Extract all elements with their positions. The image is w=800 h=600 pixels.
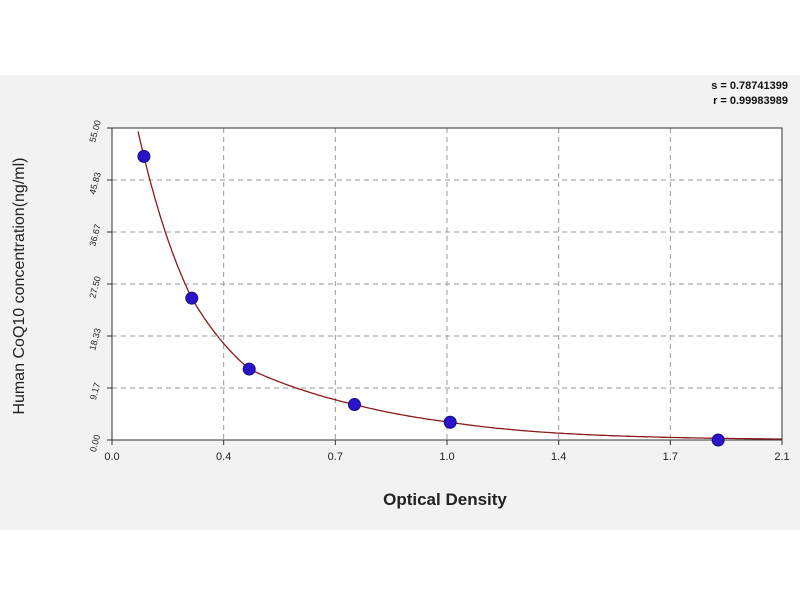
y-tick-label: 45.83 — [87, 171, 102, 195]
x-tick-label: 0.4 — [216, 451, 231, 463]
y-axis-label: Human CoQ10 concentration(ng/ml) — [11, 157, 28, 415]
x-tick-label: 1.4 — [551, 451, 566, 463]
x-axis-label: Optical Density — [383, 490, 507, 509]
x-tick-label: 1.7 — [663, 451, 678, 463]
data-point — [185, 291, 199, 305]
fit-r-statistic: r = 0.99983989 — [713, 95, 788, 107]
y-tick-label: 36.67 — [87, 223, 102, 247]
y-tick-label: 27.50 — [87, 275, 102, 299]
x-tick-label: 0.0 — [104, 451, 119, 463]
data-point — [711, 433, 725, 447]
y-tick-label: 18.33 — [87, 327, 102, 351]
plot-border — [111, 127, 783, 441]
y-tick-label: 55.00 — [87, 119, 102, 143]
data-point — [137, 149, 151, 163]
fit-s-statistic: s = 0.78741399 — [711, 80, 788, 92]
y-tick-label: 9.17 — [88, 381, 102, 401]
x-tick-label: 1.0 — [439, 451, 454, 463]
data-point — [242, 362, 256, 376]
data-point — [443, 415, 457, 429]
x-tick-label: 0.7 — [328, 451, 343, 463]
y-tick-label: 0.00 — [88, 433, 102, 453]
x-tick-label: 2.1 — [774, 451, 789, 463]
data-point — [347, 398, 361, 412]
